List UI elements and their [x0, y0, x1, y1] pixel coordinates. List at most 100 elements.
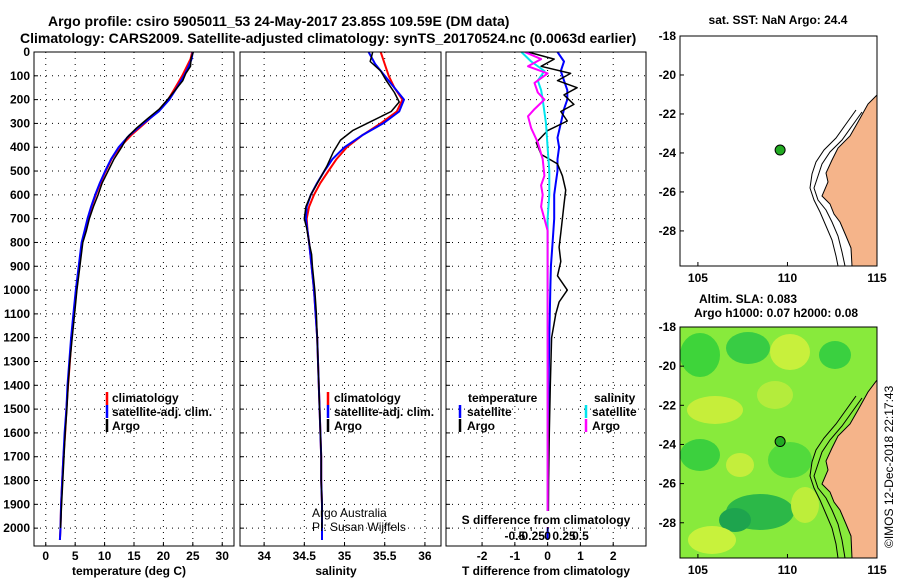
sla-blob: [680, 439, 720, 471]
map-lat-label: -20: [659, 68, 677, 82]
depth-tick-label: 1100: [4, 307, 30, 321]
map-lon-label: 110: [778, 563, 798, 577]
x-tick-label: -1: [510, 549, 521, 563]
legend-s-argo-label: Argo: [592, 419, 620, 433]
x-tick-label: 34.5: [293, 549, 317, 563]
map-lat-label: -20: [659, 359, 677, 373]
x-tick-label: 1: [577, 549, 584, 563]
depth-tick-label: 2000: [3, 521, 30, 535]
sla-blob: [719, 508, 751, 532]
x-tick-label: 36: [418, 549, 432, 563]
series-salinity-satellite: [520, 52, 551, 529]
x-tick-label: -2: [477, 549, 488, 563]
legend-t-argo-label: Argo: [467, 419, 495, 433]
depth-tick-label: 900: [10, 259, 30, 273]
map-lat-label: -26: [659, 477, 677, 491]
sla-map: Altim. SLA: 0.083 Argo h1000: 0.07 h2000…: [659, 292, 887, 577]
depth-tick-label: 1300: [3, 354, 30, 368]
sla-blob: [770, 334, 810, 370]
sla-blob: [726, 453, 754, 477]
map-lon-label: 105: [688, 563, 708, 577]
map-lat-label: -26: [659, 185, 677, 199]
x-tick-label: 0: [42, 549, 49, 563]
depth-tick-label: 1400: [3, 378, 30, 392]
legend-climatology-label: climatology: [334, 391, 401, 405]
depth-tick-label: 1800: [3, 474, 30, 488]
series-argo: [303, 52, 400, 529]
s-tick-label: -0.5: [505, 529, 526, 543]
sla-blob: [680, 333, 720, 377]
map-lat-label: -18: [659, 29, 677, 43]
legend-t-satellite-label: satellite: [467, 405, 512, 419]
map-lon-label: 115: [867, 271, 887, 285]
sst-land-mass: [821, 94, 877, 266]
legend-argo-label: Argo: [112, 419, 140, 433]
x-tick-label: 30: [216, 549, 230, 563]
map-lat-label: -28: [659, 516, 677, 530]
t-difference-label: T difference from climatology: [462, 564, 630, 578]
sla-map-frame: [679, 326, 878, 559]
salinity-xlabel: salinity: [315, 564, 357, 578]
legend-temperature-header: temperature: [468, 391, 538, 405]
temperature-legend: climatology satellite-adj. clim. Argo: [105, 391, 212, 433]
x-tick-label: 5: [72, 549, 79, 563]
x-tick-label: 10: [98, 549, 112, 563]
series-satellite-adj-clim-: [58, 52, 194, 541]
s-tick-label: 0: [544, 529, 551, 543]
sst-map: sat. SST: NaN Argo: 24.4 105 110 115 -18 -20…: [659, 13, 887, 285]
depth-tick-label: 800: [10, 235, 30, 249]
salinity-legend: climatology satellite-adj. clim. Argo: [326, 391, 434, 433]
depth-tick-label: 700: [10, 212, 30, 226]
sst-map-title: sat. SST: NaN Argo: 24.4: [709, 13, 848, 27]
x-tick-label: 35: [338, 549, 352, 563]
depth-tick-label: 400: [10, 140, 30, 154]
sla-blob: [687, 396, 743, 424]
x-tick-label: 20: [157, 549, 171, 563]
series-argo: [59, 52, 195, 529]
depth-tick-label: 100: [10, 69, 30, 83]
map-lat-label: -22: [659, 398, 677, 412]
s-difference-axis: -0.5-0.25 0 0.250.5: [505, 527, 589, 543]
series-climatology: [58, 52, 194, 541]
temperature-xlabel: temperature (deg C): [72, 564, 186, 578]
sla-map-axes: 105 110 115 -18 -20 -22 -24 -26 -28: [659, 320, 887, 577]
sla-map-subtitle: Argo h1000: 0.07 h2000: 0.08: [694, 306, 858, 320]
difference-panel: -2 -1 0 1 2 -0.5-0.25 0 0.250.5 S difference f…: [445, 51, 647, 578]
map-lon-label: 105: [688, 271, 708, 285]
sla-land-mass: [821, 379, 877, 558]
difference-plot-frame: [445, 51, 647, 547]
pi-credit: PI: Susan Wijffels: [312, 520, 406, 534]
s-difference-label: S difference from climatology: [462, 513, 631, 527]
salinity-panel: 34 34.5 35 35.5 36 salinity climatology sate…: [239, 51, 442, 578]
temperature-panel: 0 5 10 15 20 25 30 temperature (deg C) climato…: [33, 51, 235, 578]
sst-shelf-contour-1: [813, 111, 863, 266]
argo-position-marker: [774, 436, 786, 448]
legend-s-satellite-label: satellite: [592, 405, 637, 419]
map-lat-label: -24: [659, 437, 677, 451]
sst-map-axes: 105 110 115 -18 -20 -22 -24 -26 -28: [659, 29, 887, 285]
map-lat-label: -22: [659, 107, 677, 121]
depth-tick-label: 1500: [3, 402, 30, 416]
sla-blob: [757, 381, 793, 409]
sla-shelf-contour-1: [813, 397, 863, 558]
series-temperature-argo: [527, 52, 578, 529]
sla-blob: [688, 526, 736, 554]
series-salinity-argo: [524, 52, 549, 529]
imos-credit: ©IMOS 12-Dec-2018 22:17:43: [882, 385, 896, 548]
legend-satellite-label: satellite-adj. clim.: [112, 405, 212, 419]
depth-tick-label: 600: [10, 188, 30, 202]
sla-blob: [768, 442, 812, 478]
x-tick-label: 34: [257, 549, 271, 563]
depth-axis: 0 100 200 300 400 500 600 700 800 900 1000 1100 1200…: [3, 45, 30, 535]
series-temperature-satellite: [546, 52, 569, 541]
figure-title-line2: Climatology: CARS2009. Satellite-adjuste…: [20, 30, 636, 46]
sla-blob: [791, 487, 819, 523]
depth-tick-label: 200: [10, 93, 30, 107]
map-lat-label: -28: [659, 224, 677, 238]
depth-tick-label: 1700: [3, 450, 30, 464]
depth-tick-label: 0: [23, 45, 30, 59]
depth-tick-label: 1200: [3, 331, 30, 345]
depth-tick-label: 1000: [3, 283, 30, 297]
legend-satellite-label: satellite-adj. clim.: [334, 405, 434, 419]
